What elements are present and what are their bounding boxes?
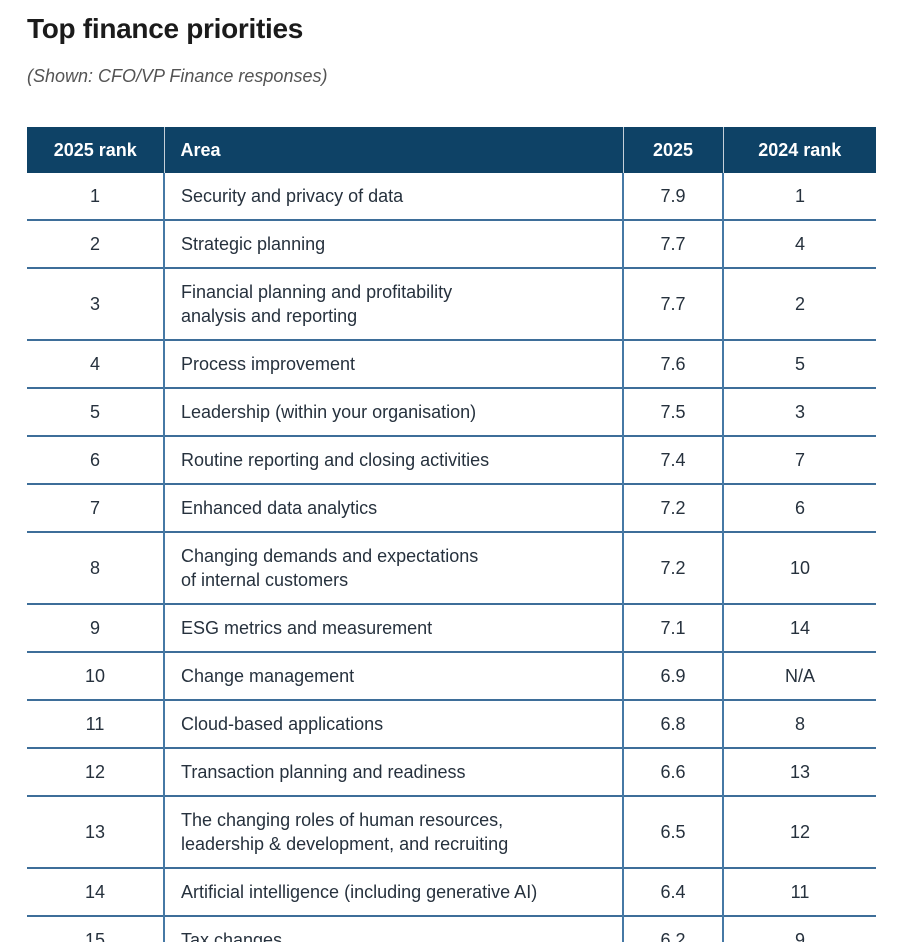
cell-area: Enhanced data analytics (163, 483, 623, 532)
cell-2025-rank: 4 (27, 339, 164, 388)
cell-2025-rank: 8 (27, 531, 164, 604)
page-subtitle: (Shown: CFO/VP Finance responses) (27, 66, 328, 86)
cell-2024-rank: N/A (722, 651, 876, 700)
col-header-2025: 2025 (622, 127, 723, 173)
cell-2024-rank: 14 (722, 603, 876, 652)
cell-area: Tax changes (163, 915, 623, 942)
table-row: 2 Strategic planning 7.7 4 (27, 219, 876, 268)
cell-area: ESG metrics and measurement (163, 603, 623, 652)
table-row: 1 Security and privacy of data 7.9 1 (27, 173, 876, 220)
table-row: 7 Enhanced data analytics 7.2 6 (27, 483, 876, 532)
cell-2024-rank: 2 (722, 267, 876, 340)
cell-2025-score: 7.4 (622, 435, 723, 484)
cell-area: Security and privacy of data (163, 173, 623, 220)
cell-2025-rank: 3 (27, 267, 164, 340)
cell-2024-rank: 10 (722, 531, 876, 604)
cell-2025-rank: 7 (27, 483, 164, 532)
table-row: 5 Leadership (within your organisation) … (27, 387, 876, 436)
cell-2025-score: 7.2 (622, 483, 723, 532)
table-row: 8 Changing demands and expectations of i… (27, 531, 876, 604)
cell-2025-rank: 14 (27, 867, 164, 916)
cell-2025-score: 7.1 (622, 603, 723, 652)
table-body: 1 Security and privacy of data 7.9 1 2 S… (27, 173, 876, 942)
cell-2025-score: 6.4 (622, 867, 723, 916)
cell-area: Financial planning and profitability ana… (163, 267, 623, 340)
cell-2025-rank: 12 (27, 747, 164, 796)
cell-2025-score: 6.2 (622, 915, 723, 942)
cell-area: Transaction planning and readiness (163, 747, 623, 796)
cell-2025-score: 7.9 (622, 173, 723, 220)
table-row: 4 Process improvement 7.6 5 (27, 339, 876, 388)
cell-2025-rank: 10 (27, 651, 164, 700)
cell-2025-score: 6.9 (622, 651, 723, 700)
cell-2025-score: 7.5 (622, 387, 723, 436)
col-header-area: Area (163, 127, 623, 173)
cell-2024-rank: 1 (722, 173, 876, 220)
cell-area: Routine reporting and closing activities (163, 435, 623, 484)
cell-2024-rank: 6 (722, 483, 876, 532)
cell-area: Process improvement (163, 339, 623, 388)
table-row: 15 Tax changes 6.2 9 (27, 915, 876, 942)
cell-2025-score: 6.8 (622, 699, 723, 748)
page-title: Top finance priorities (27, 13, 304, 44)
col-header-2025-rank: 2025 rank (27, 127, 164, 173)
cell-2025-rank: 6 (27, 435, 164, 484)
cell-area: The changing roles of human resources, l… (163, 795, 623, 868)
cell-area: Change management (163, 651, 623, 700)
header-row: 2025 rank Area 2025 2024 rank (27, 127, 876, 173)
cell-2025-score: 7.6 (622, 339, 723, 388)
cell-2025-score: 7.7 (622, 267, 723, 340)
cell-2025-score: 7.7 (622, 219, 723, 268)
cell-area: Changing demands and expectations of int… (163, 531, 623, 604)
cell-2025-rank: 1 (27, 173, 164, 220)
table-row: 6 Routine reporting and closing activiti… (27, 435, 876, 484)
table-row: 9 ESG metrics and measurement 7.1 14 (27, 603, 876, 652)
col-header-2024-rank: 2024 rank (722, 127, 876, 173)
cell-2024-rank: 7 (722, 435, 876, 484)
cell-2025-rank: 11 (27, 699, 164, 748)
cell-2024-rank: 13 (722, 747, 876, 796)
cell-area: Artificial intelligence (including gener… (163, 867, 623, 916)
cell-2025-rank: 15 (27, 915, 164, 942)
cell-area: Leadership (within your organisation) (163, 387, 623, 436)
table-row: 10 Change management 6.9 N/A (27, 651, 876, 700)
cell-2025-rank: 5 (27, 387, 164, 436)
cell-2024-rank: 12 (722, 795, 876, 868)
cell-2025-rank: 9 (27, 603, 164, 652)
cell-area: Cloud-based applications (163, 699, 623, 748)
cell-2024-rank: 11 (722, 867, 876, 916)
table-row: 3 Financial planning and profitability a… (27, 267, 876, 340)
cell-2024-rank: 5 (722, 339, 876, 388)
cell-2025-score: 6.5 (622, 795, 723, 868)
cell-2025-score: 7.2 (622, 531, 723, 604)
table-row: 11 Cloud-based applications 6.8 8 (27, 699, 876, 748)
cell-2025-score: 6.6 (622, 747, 723, 796)
priorities-table: 2025 rank Area 2025 2024 rank 1 Security… (27, 127, 876, 942)
cell-2024-rank: 9 (722, 915, 876, 942)
cell-2024-rank: 3 (722, 387, 876, 436)
cell-2024-rank: 8 (722, 699, 876, 748)
table-row: 13 The changing roles of human resources… (27, 795, 876, 868)
table-row: 12 Transaction planning and readiness 6.… (27, 747, 876, 796)
cell-2024-rank: 4 (722, 219, 876, 268)
cell-area: Strategic planning (163, 219, 623, 268)
cell-2025-rank: 13 (27, 795, 164, 868)
table-row: 14 Artificial intelligence (including ge… (27, 867, 876, 916)
cell-2025-rank: 2 (27, 219, 164, 268)
